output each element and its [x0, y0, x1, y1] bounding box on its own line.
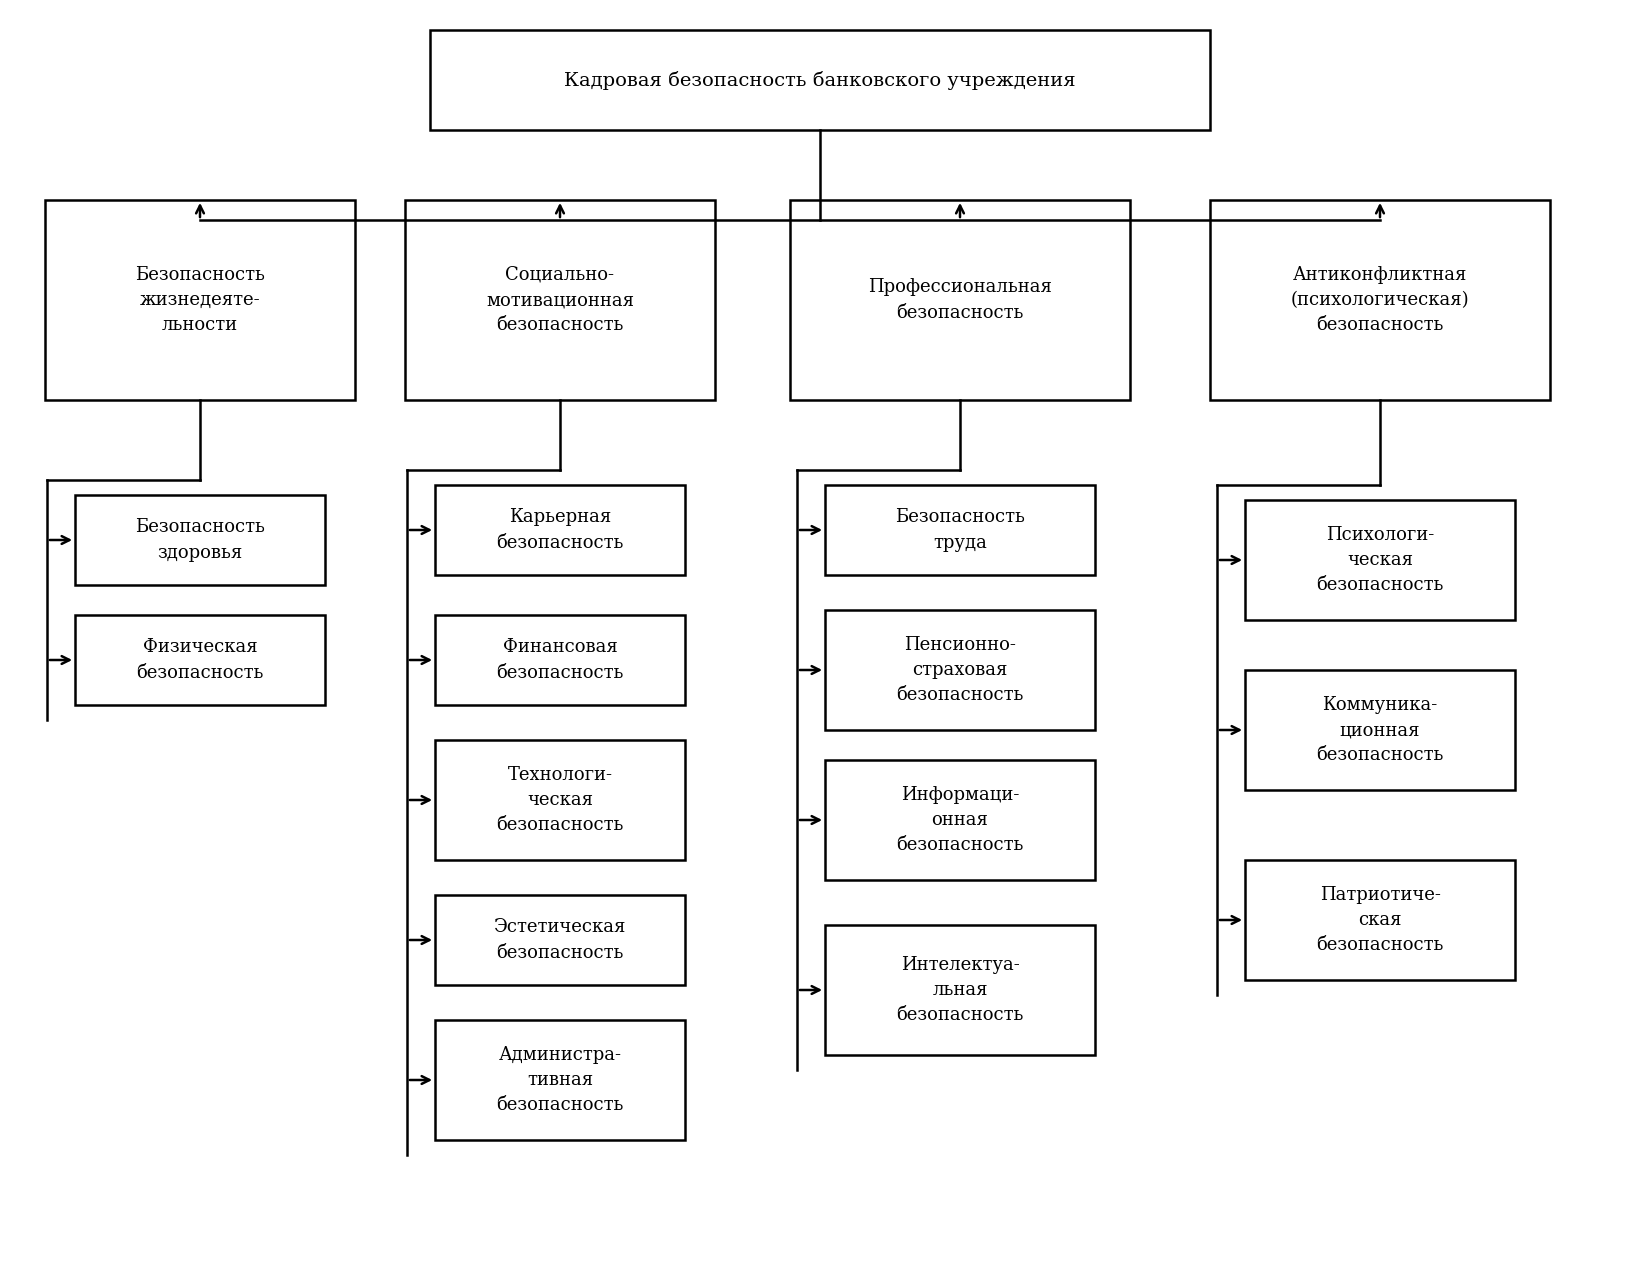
Text: Патриотиче-
ская
безопасность: Патриотиче- ская безопасность: [1316, 886, 1442, 954]
Text: Финансовая
безопасность: Финансовая безопасность: [497, 638, 623, 682]
Text: Эстетическая
безопасность: Эстетическая безопасность: [493, 918, 626, 962]
Bar: [405, 200, 715, 400]
Bar: [824, 926, 1095, 1055]
Text: Физическая
безопасность: Физическая безопасность: [136, 638, 264, 682]
Bar: [75, 615, 325, 705]
Bar: [824, 485, 1095, 576]
Text: Коммуника-
ционная
безопасность: Коммуника- ционная безопасность: [1316, 696, 1442, 764]
Text: Безопасность
труда: Безопасность труда: [895, 509, 1024, 551]
Bar: [824, 610, 1095, 729]
Text: Безопасность
здоровья: Безопасность здоровья: [134, 518, 266, 562]
Bar: [44, 200, 354, 400]
Bar: [434, 615, 685, 705]
Bar: [1244, 860, 1514, 979]
Text: Карьерная
безопасность: Карьерная безопасность: [497, 509, 623, 551]
Text: Информаци-
онная
безопасность: Информаци- онная безопасность: [897, 786, 1023, 854]
Text: Администра-
тивная
безопасность: Администра- тивная безопасность: [497, 1046, 623, 1114]
Bar: [75, 495, 325, 585]
Bar: [824, 760, 1095, 879]
Text: Социально-
мотивационная
безопасность: Социально- мотивационная безопасность: [485, 265, 634, 335]
Text: Психологи-
ческая
безопасность: Психологи- ческая безопасность: [1316, 526, 1442, 594]
Text: Пенсионно-
страховая
безопасность: Пенсионно- страховая безопасность: [897, 636, 1023, 704]
Text: Кадровая безопасность банковского учреждения: Кадровая безопасность банковского учрежд…: [564, 71, 1075, 90]
Text: Технологи-
ческая
безопасность: Технологи- ческая безопасность: [497, 767, 623, 835]
Text: Антиконфликтная
(психологическая)
безопасность: Антиконфликтная (психологическая) безопа…: [1290, 265, 1469, 335]
Bar: [1244, 670, 1514, 790]
Bar: [1210, 200, 1549, 400]
Bar: [434, 485, 685, 576]
Bar: [790, 200, 1129, 400]
Bar: [434, 740, 685, 860]
Bar: [1244, 500, 1514, 620]
Text: Профессиональная
безопасность: Профессиональная безопасность: [867, 278, 1051, 322]
Text: Интелектуа-
льная
безопасность: Интелектуа- льная безопасность: [897, 956, 1023, 1024]
Bar: [434, 1020, 685, 1140]
Text: Безопасность
жизнедеяте-
льности: Безопасность жизнедеяте- льности: [134, 265, 266, 335]
Bar: [434, 895, 685, 985]
Bar: [429, 29, 1210, 129]
